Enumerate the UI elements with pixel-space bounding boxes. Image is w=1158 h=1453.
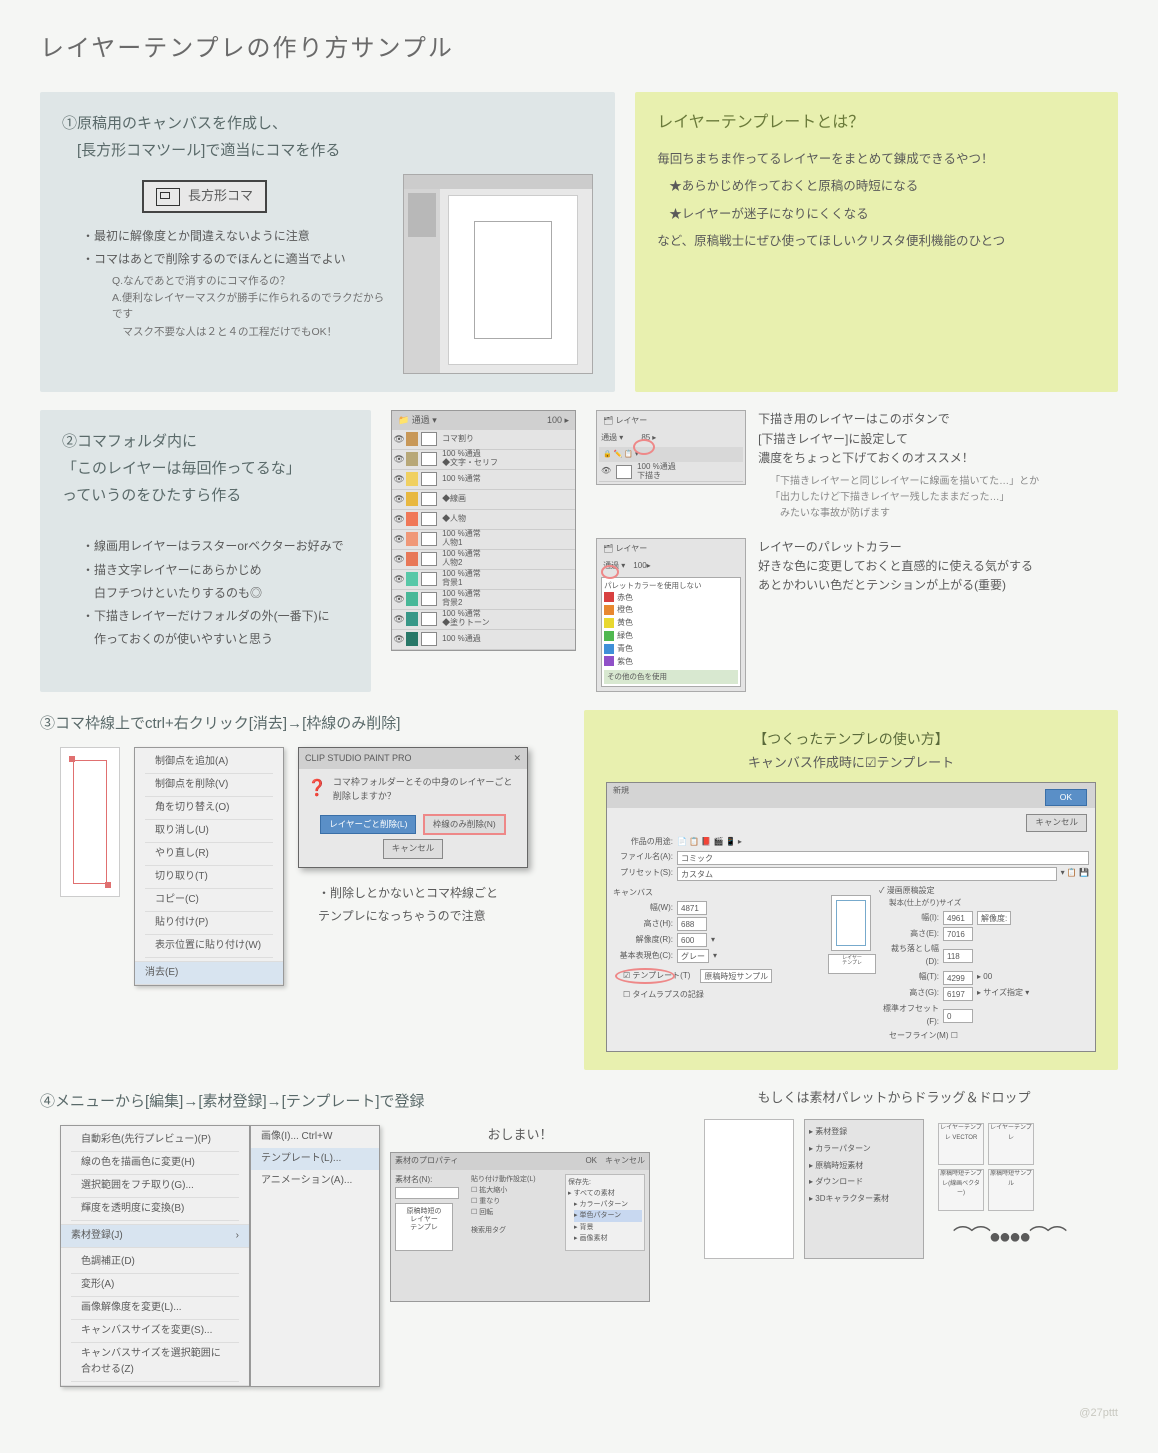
layer-row[interactable]: 👁100 %通常 [392, 470, 575, 490]
context-menu[interactable]: 制御点を追加(A)制御点を削除(V)角を切り替え(O)取り消し(U)やり直し(R… [134, 747, 284, 986]
material-property-dialog: 素材のプロパティOK キャンセル 素材名(N): 原稿時短の レイヤー テンプレ… [390, 1152, 650, 1302]
rect-frame-icon [156, 188, 180, 206]
step1-qa: マスク不要な人は２と４の工程だけでもOK！ [112, 325, 387, 341]
layer-row[interactable]: 👁100 %通過 ◆文字・セリフ [392, 450, 575, 470]
step2-panel: ②コマフォルダ内に 「このレイヤーは毎回作ってるな」 っていうのをひたすら作る … [40, 410, 371, 692]
intro-panel: レイヤーテンプレートとは？ 毎回ちまちま作ってるレイヤーをまとめて錬成できるやつ… [635, 92, 1118, 392]
step1-qa: Q.なんであとで消すのにコマ作るの？ [112, 274, 387, 290]
menu-erase[interactable]: 消去(E) [135, 962, 283, 985]
cancel-button[interactable]: キャンセル [1026, 814, 1087, 832]
credit: @27pttt [40, 1405, 1118, 1423]
layer-panel-mock: 📁 通過 ▾ 100 ▸ 👁コマ割り👁100 %通過 ◆文字・セリフ👁100 %… [391, 410, 576, 692]
intro-heading: レイヤーテンプレートとは？ [657, 110, 1096, 136]
step1-qa: A.便利なレイヤーマスクが勝手に作られるのでラクだからです [112, 291, 387, 323]
step1-title: ①原稿用のキャンバスを作成し、 [長方形コマツール]で適当にコマを作る [62, 110, 593, 164]
step3-panel: ③コマ枠線上でctrl+右クリック[消去]→[枠線のみ削除] 制御点を追加(A)… [40, 710, 564, 1070]
rect-frame-tool[interactable]: 長方形コマ [142, 180, 267, 213]
canvas-mock [403, 174, 593, 374]
layer-row[interactable]: 👁◆線画 [392, 490, 575, 510]
delete-with-layers-button[interactable]: レイヤーごと削除(L) [320, 815, 416, 835]
step1-panel: ①原稿用のキャンバスを作成し、 [長方形コマツール]で適当にコマを作る 長方形コ… [40, 92, 615, 392]
register-submenu[interactable]: 画像(I)... Ctrl+W テンプレート(L)... アニメーション(A).… [250, 1125, 380, 1387]
menu-template[interactable]: テンプレート(L)... [251, 1148, 379, 1170]
step2-title: ②コマフォルダ内に 「このレイヤーは毎回作ってるな」 っていうのをひたすら作る [62, 428, 349, 509]
layer-row[interactable]: 👁◆人物 [392, 510, 575, 530]
layer-row[interactable]: 👁コマ割り [392, 430, 575, 450]
usage-panel: 【つくったテンプレの使い方】 キャンバス作成時に☑テンプレート 新規 OK キャ… [584, 710, 1118, 1070]
step1-note: ・最初に解像度とか間違えないように注意 [82, 227, 387, 246]
page-title: レイヤーテンプレの作り方サンプル [40, 30, 1118, 68]
layer-row[interactable]: 👁100 %通常 背景2 [392, 590, 575, 610]
layer-row[interactable]: 👁100 %通常 背景1 [392, 570, 575, 590]
edit-menu[interactable]: 自動彩色(先行プレビュー)(P)線の色を描画色に変更(H)選択範囲をフチ取り(G… [60, 1125, 250, 1387]
close-icon[interactable]: ✕ [513, 751, 521, 765]
ok-button[interactable]: OK [1045, 789, 1087, 807]
layer-row[interactable]: 👁100 %通常 ◆塗りトーン [392, 610, 575, 630]
layer-row[interactable]: 👁100 %通常 人物2 [392, 550, 575, 570]
step1-note: ・コマはあとで削除するのでほんとに適当でよい [82, 250, 387, 269]
step2-side: 🗂 レイヤー 通過 ▾ 85▸ 🔒 ✏️ 📋 ▾ 👁100 %通過 下描き 下描… [596, 410, 1118, 692]
layer-row[interactable]: 👁100 %通常 人物1 [392, 530, 575, 550]
confirm-dialog: CLIP STUDIO PAINT PRO✕ ❓ コマ枠フォルダーとその中身のレ… [298, 747, 528, 867]
cancel-button[interactable]: キャンセル [383, 839, 444, 859]
step4-panel: ④メニューから[編集]→[素材登録]→[テンプレート]で登録 自動彩色(先行プレ… [40, 1088, 650, 1387]
delete-border-only-button[interactable]: 枠線のみ削除(N) [423, 814, 506, 836]
new-canvas-dialog: 新規 OK キャンセル 作品の用途: 📄 📋 📕 🎬 📱 ▸ ファイル名(A):… [606, 782, 1096, 1053]
usage-alt: もしくは素材パレットからドラッグ＆ドロップ ▸ 素材登録▸ カラーパターン▸ 原… [670, 1088, 1118, 1387]
menu-register-material[interactable]: 素材登録(J)› [61, 1225, 249, 1248]
layer-row[interactable]: 👁100 %通過 [392, 630, 575, 650]
